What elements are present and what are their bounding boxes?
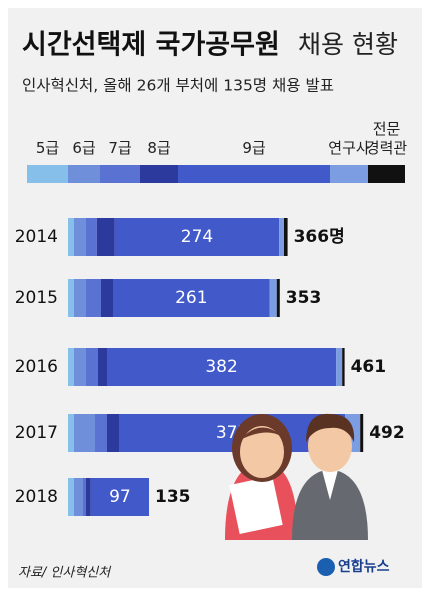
y-tick-label: 2015 — [15, 288, 58, 308]
data-label: 97 — [109, 487, 131, 507]
bar-segment — [83, 478, 86, 516]
title-suffix: 채용 현황 — [298, 30, 398, 59]
legend-label: 9급 — [242, 139, 266, 157]
legend-label: 8급 — [147, 139, 171, 157]
bar-segment — [68, 414, 74, 452]
total-label: 492 — [369, 423, 405, 443]
bar-segment — [98, 348, 107, 386]
legend-swatch — [68, 165, 100, 183]
bar-segment — [86, 478, 91, 516]
legend-label: 연구사 — [328, 139, 370, 157]
legend-swatch — [27, 165, 68, 183]
bar-segment — [68, 348, 74, 386]
bar-segment — [279, 218, 284, 256]
bar-segment — [68, 279, 74, 317]
legend-swatch — [368, 165, 405, 183]
data-label: 274 — [181, 227, 213, 247]
bar-segment — [68, 218, 74, 256]
legend-label: 5급 — [35, 139, 60, 157]
bar-segment — [113, 279, 270, 317]
title: 시간선택제 국가공무원 — [22, 30, 280, 61]
legend-swatch — [100, 165, 140, 183]
y-tick-label: 2017 — [15, 423, 58, 443]
legend-swatch — [330, 165, 368, 183]
legend-label: 전문 경력관 — [365, 120, 408, 157]
y-tick-label: 2016 — [15, 357, 58, 377]
source: 자료/ 인사혁신처 — [18, 566, 112, 581]
y-tick-label: 2018 — [15, 487, 58, 507]
legend-label: 6급 — [72, 139, 96, 157]
bar-segment — [95, 414, 107, 452]
bar-segment — [68, 478, 74, 516]
bar-segment — [96, 218, 115, 256]
legend-swatch — [140, 165, 178, 183]
bar-segment — [276, 279, 280, 317]
total-label: 135 — [155, 487, 191, 507]
bar-segment — [90, 478, 149, 516]
bar-segment — [74, 348, 86, 386]
bar-segment — [284, 218, 288, 256]
y-tick-label: 2014 — [15, 227, 58, 247]
legend-swatch — [178, 165, 330, 183]
logo-icon — [317, 558, 335, 576]
bar-segment — [101, 279, 113, 317]
data-label: 261 — [175, 288, 207, 308]
logo: 연합뉴스 — [338, 558, 390, 575]
bar-segment — [86, 279, 101, 317]
bar-segment — [74, 478, 83, 516]
bar-segment — [74, 218, 86, 256]
bar-segment — [107, 348, 337, 386]
total-label: 366명 — [294, 227, 345, 247]
bar-segment — [114, 218, 280, 256]
bar-segment — [107, 414, 119, 452]
data-label: 382 — [205, 357, 237, 377]
bar-segment — [86, 348, 98, 386]
illustration — [225, 413, 368, 540]
total-label: 461 — [351, 357, 387, 377]
bar-segment — [360, 414, 364, 452]
legend-label: 7급 — [108, 139, 132, 157]
total-label: 353 — [286, 288, 322, 308]
bar-segment — [74, 279, 86, 317]
bar-segment — [342, 348, 345, 386]
bar-segment — [74, 414, 95, 452]
bar-segment — [269, 279, 277, 317]
subtitle: 인사혁신처, 올해 26개 부처에 135명 채용 발표 — [22, 77, 334, 95]
bar-segment — [336, 348, 343, 386]
bar-segment — [86, 218, 97, 256]
